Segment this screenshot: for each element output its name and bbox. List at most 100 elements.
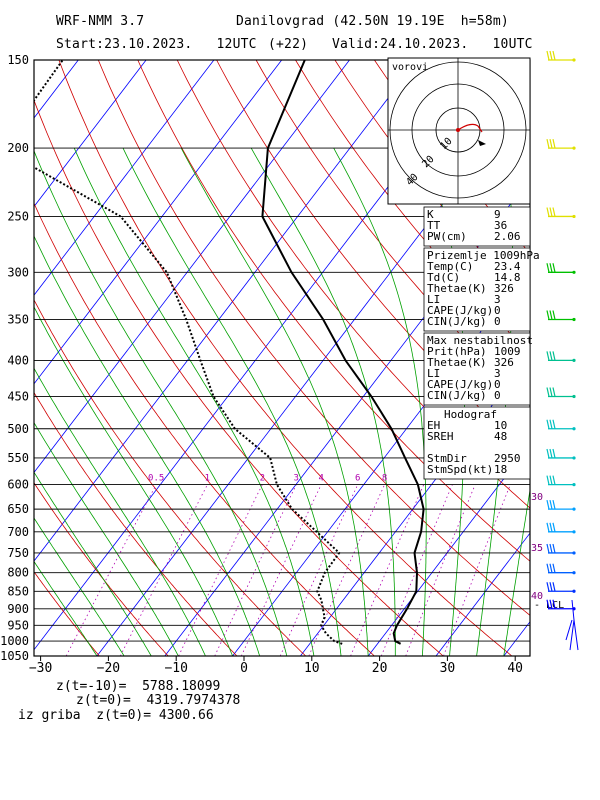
wind-barb-flag (549, 599, 553, 609)
wind-barb-flag (546, 599, 550, 609)
isotherm-line (164, 177, 530, 656)
info-value: 23.4 (494, 260, 521, 273)
info-key: CIN(J/kg) (427, 315, 487, 328)
moist-adiabat-line (34, 235, 261, 656)
wind-barb-flag (552, 475, 556, 485)
info-key: Prit(hPa) (427, 345, 487, 358)
moist-adiabat-line (34, 471, 152, 656)
wind-barb-flag (552, 351, 556, 361)
temp-tick-label: −20 (97, 661, 120, 676)
wind-barb-dot (572, 456, 576, 460)
temp-tick-label: 0 (240, 661, 248, 676)
pressure-tick-label: 800 (7, 566, 29, 580)
wind-barb-dot (572, 589, 576, 593)
info-box-title: Prizemlje 1009hPa (427, 249, 540, 262)
wind-barb-flag (549, 543, 553, 554)
pressure-tick-label: 300 (7, 265, 29, 279)
info-key: CAPE(J/kg) (427, 378, 493, 391)
wind-barb-dot (572, 530, 576, 534)
info-key: Thetae(K) (427, 356, 487, 369)
moist-adiabat-line (34, 367, 206, 656)
wind-barb-dot (572, 427, 576, 431)
wind-barb-flag (552, 543, 556, 554)
info-panel: K 9 TT 36 PW(cm) 2.06 Prizemlje 1009hPaTemp(C)… (423, 206, 540, 480)
wind-barb-flag (549, 138, 553, 149)
wind-barb-flag (549, 310, 553, 320)
wind-barb-flag (549, 351, 553, 361)
mixing-ratio-line (214, 484, 297, 656)
moist-adiabat-line (34, 421, 179, 656)
wind-barb-flag (546, 50, 550, 61)
mixing-ratio-label: 8 (382, 474, 387, 484)
pressure-tick-label: 550 (7, 451, 29, 465)
wind-barb (565, 599, 579, 651)
dry-adiabat-line (34, 99, 444, 656)
mixing-ratio-line (443, 484, 511, 656)
wind-barb-flag (546, 522, 550, 532)
wind-barb-dot (572, 394, 576, 399)
info-key: PW(cm) (427, 230, 467, 243)
hodograph-trace (457, 123, 483, 133)
wind-barb-flag (549, 50, 553, 61)
info-box (423, 247, 531, 332)
info-key: Temp(C) (427, 260, 473, 273)
wind-barb-dot (572, 507, 576, 511)
info-value: 2950 (494, 452, 521, 465)
isotherm-line (572, 60, 600, 656)
moist-adiabat-line (73, 147, 315, 656)
dry-adiabat-line (34, 299, 306, 656)
moist-adiabat-line (250, 147, 396, 656)
info-key: Thetae(K) (427, 282, 487, 295)
isotherm-line (34, 60, 215, 296)
wind-barb-flag (549, 582, 553, 592)
storm-motion-marker (478, 140, 486, 146)
pressure-tick-label: 500 (7, 422, 29, 436)
temp-tick-label: 20 (372, 661, 388, 676)
wind-barb-dot (572, 551, 576, 555)
wind-barb-flag (552, 138, 556, 149)
info-value: 1009 (494, 345, 521, 358)
side-label: - LCL (534, 600, 564, 611)
wind-barb-flag (546, 351, 550, 361)
isotherm-line (34, 60, 350, 474)
wind-barb-flag (549, 263, 553, 273)
isotherm-line (34, 60, 283, 385)
moist-adiabat-line (503, 487, 530, 656)
info-value: 0 (494, 389, 501, 402)
info-key: EH (427, 419, 440, 432)
wind-barb-dot (572, 58, 576, 62)
isotherm-line (435, 532, 530, 656)
moist-adiabat-line (122, 147, 342, 656)
info-key: Td(C) (427, 271, 460, 284)
wind-barb-flag (546, 475, 550, 485)
wind-barb-dot (572, 317, 576, 322)
pressure-tick-label: 900 (7, 602, 29, 616)
wind-barb-flag (549, 448, 553, 459)
pressure-tick-label: 650 (7, 502, 29, 516)
wind-barb-flag (552, 582, 556, 592)
info-box (423, 332, 531, 406)
side-label: 35 (531, 543, 543, 554)
wind-barb-flag (546, 263, 550, 273)
isotherm-line (367, 443, 530, 656)
hodograph-ring (411, 83, 505, 177)
wind-barb-flag (552, 522, 556, 532)
info-key: K (427, 208, 434, 221)
info-value: 36 (494, 219, 507, 232)
info-value: 326 (494, 356, 514, 369)
info-value: 3 (494, 367, 501, 380)
wind-barb-flag (546, 499, 550, 510)
info-value: 0 (494, 378, 501, 391)
mixing-ratio-line (350, 484, 425, 656)
moist-adiabat-line (34, 149, 288, 656)
wind-barb-flag (549, 499, 553, 510)
pressure-tick-label: 450 (7, 389, 29, 403)
info-value: 326 (494, 282, 514, 295)
pressure-tick-label: 750 (7, 546, 29, 560)
wind-barb-flag (549, 419, 553, 429)
dry-adiabat-line (572, 60, 600, 656)
wind-barb-flag (546, 563, 550, 573)
wind-barb-flag (546, 207, 550, 217)
